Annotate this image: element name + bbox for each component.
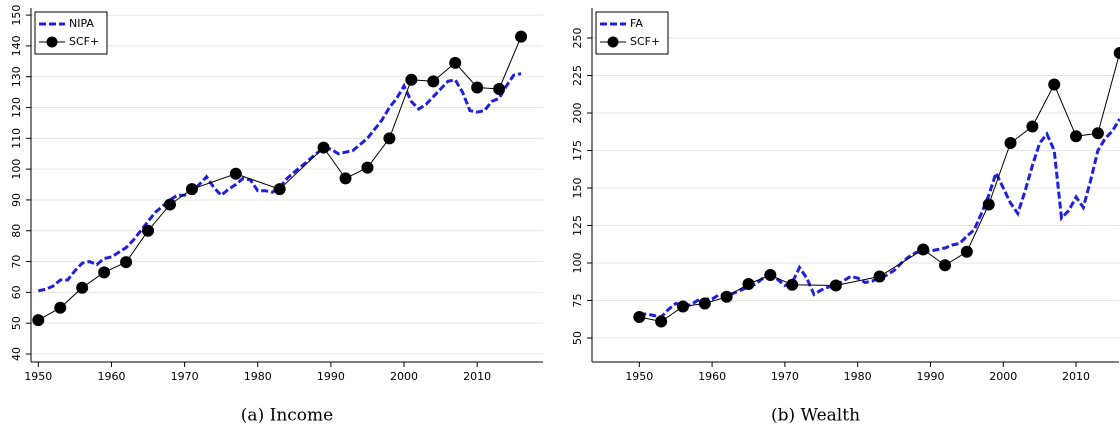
legend-box <box>595 11 669 55</box>
x-tick-label: 1950 <box>24 370 52 383</box>
point <box>1048 78 1061 91</box>
point <box>471 81 484 94</box>
x-tick-label: 1990 <box>317 370 345 383</box>
series-line <box>38 36 522 321</box>
point <box>76 281 89 294</box>
y-tick-label: 125 <box>571 215 584 236</box>
point <box>1091 127 1104 140</box>
point <box>515 30 528 43</box>
y-tick-label: 150 <box>10 5 23 26</box>
x-tick-label: 1960 <box>698 370 726 383</box>
y-tick-label: 175 <box>571 140 584 161</box>
y-tick-label: 250 <box>571 28 584 49</box>
point <box>655 315 668 328</box>
point <box>698 297 711 310</box>
legend-label: NIPA <box>69 17 94 30</box>
point <box>317 141 330 154</box>
point <box>449 56 462 69</box>
y-tick-label: 50 <box>571 331 584 345</box>
point <box>142 224 155 237</box>
legend-box <box>34 11 108 55</box>
point <box>273 183 286 196</box>
point <box>1004 137 1017 149</box>
y-tick-label: 200 <box>571 103 584 124</box>
legend-label: SCF+ <box>69 35 99 48</box>
point <box>1026 120 1039 133</box>
y-tick-label: 120 <box>10 97 23 118</box>
point <box>873 270 886 283</box>
point <box>829 279 842 292</box>
point <box>960 245 973 258</box>
point <box>764 269 777 281</box>
x-tick-label: 2000 <box>390 370 418 383</box>
x-tick-label: 1950 <box>625 370 653 383</box>
panel: 40 50 60 70 80 90 100 110 120 130 140 150 1950 1960 19… <box>10 5 543 426</box>
y-tick-label: 40 <box>10 347 23 361</box>
y-tick-label: 60 <box>10 285 23 299</box>
y-tick-label: 130 <box>10 66 23 87</box>
point <box>720 290 733 303</box>
point <box>786 278 799 291</box>
point <box>742 278 755 290</box>
point <box>676 300 689 313</box>
caption: (b) Wealth <box>771 406 860 426</box>
legend-marker <box>607 36 619 48</box>
y-tick-label: 110 <box>10 128 23 149</box>
point <box>163 198 176 211</box>
y-tick-label: 75 <box>571 294 584 308</box>
point <box>982 198 995 211</box>
point <box>633 311 646 323</box>
x-tick-label: 1970 <box>171 370 199 383</box>
y-tick-label: 100 <box>10 159 23 180</box>
point <box>185 183 198 196</box>
point <box>361 161 374 174</box>
x-tick-label: 2010 <box>1062 370 1090 383</box>
x-tick-label: 1970 <box>771 370 799 383</box>
point <box>32 314 45 327</box>
y-tick-label: 150 <box>571 178 584 199</box>
caption: (a) Income <box>241 406 333 426</box>
point <box>120 256 133 269</box>
x-tick-label: 1960 <box>97 370 125 383</box>
point <box>98 266 111 279</box>
x-tick-label: 2010 <box>463 370 491 383</box>
x-tick-label: 1990 <box>916 370 944 383</box>
x-tick-label: 1980 <box>244 370 272 383</box>
series-line <box>639 118 1120 319</box>
point <box>917 243 930 256</box>
point <box>229 167 242 180</box>
legend-marker <box>46 36 58 48</box>
point <box>1070 130 1083 143</box>
x-tick-label: 2000 <box>989 370 1017 383</box>
point <box>383 132 396 145</box>
point <box>1113 47 1120 59</box>
legend-label: SCF+ <box>630 35 660 48</box>
x-tick-label: 1980 <box>844 370 872 383</box>
y-tick-label: 225 <box>571 65 584 86</box>
y-tick-label: 70 <box>10 255 23 269</box>
point <box>939 259 952 272</box>
y-tick-label: 100 <box>571 253 584 274</box>
series-line <box>37 72 522 293</box>
y-tick-label: 140 <box>10 35 23 56</box>
point <box>405 73 418 86</box>
panel: 50 75 100 125 150 175 200 225 250 1950 1960 1970 198… <box>571 8 1120 426</box>
point <box>54 301 67 314</box>
y-tick-label: 90 <box>10 193 23 207</box>
point <box>493 83 506 96</box>
y-tick-label: 50 <box>10 316 23 330</box>
legend-label: FA <box>630 17 643 30</box>
y-tick-label: 80 <box>10 224 23 238</box>
point <box>427 75 440 88</box>
point <box>339 172 352 185</box>
